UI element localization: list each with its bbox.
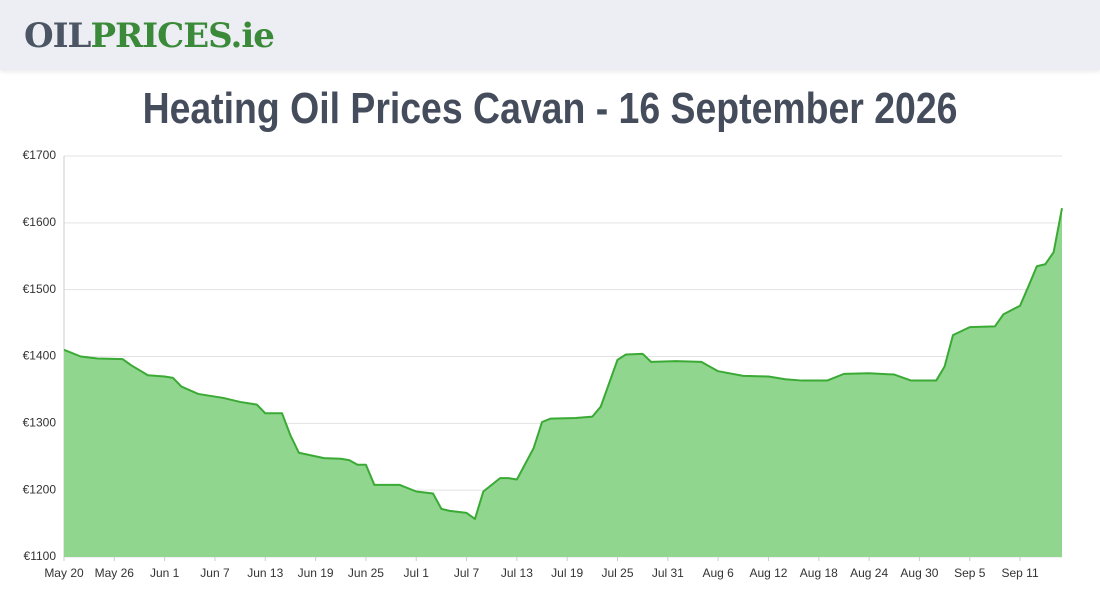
x-tick-label: Jun 1 bbox=[150, 566, 180, 580]
x-tick-label: Aug 12 bbox=[749, 566, 787, 580]
logo-text: PRICES.ie bbox=[90, 16, 274, 56]
y-tick-label: €1600 bbox=[23, 215, 57, 229]
y-tick-label: €1500 bbox=[23, 282, 57, 296]
header: OILPRICES.ie bbox=[0, 0, 1100, 70]
x-tick-label: Jul 31 bbox=[652, 566, 684, 580]
logo-text: OIL bbox=[24, 16, 91, 56]
line bbox=[63, 207, 1063, 520]
x-tick-label: Jul 19 bbox=[551, 566, 583, 580]
area bbox=[64, 208, 1062, 557]
chart-title: Heating Oil Prices Cavan - 16 September … bbox=[142, 84, 958, 133]
x-tick-label: Jul 1 bbox=[404, 566, 430, 580]
x-tick-label: Jun 19 bbox=[298, 566, 334, 580]
x-tick-label: Jun 13 bbox=[247, 566, 283, 580]
x-tick-label: Aug 30 bbox=[900, 566, 938, 580]
x-tick-label: Jul 7 bbox=[454, 566, 480, 580]
y-tick-label: €1400 bbox=[23, 349, 57, 363]
x-tick-label: May 20 bbox=[44, 566, 84, 580]
x-tick-label: Jun 7 bbox=[200, 566, 230, 580]
x-tick-label: Jul 13 bbox=[501, 566, 533, 580]
x-tick-label: Sep 11 bbox=[1001, 566, 1038, 580]
x-tick-label: Jul 25 bbox=[601, 566, 633, 580]
y-tick-label: €1200 bbox=[23, 482, 57, 496]
logo[interactable]: OILPRICES.ie bbox=[24, 16, 275, 56]
x-tick-label: Aug 6 bbox=[702, 566, 734, 580]
x-tick-label: Aug 18 bbox=[800, 566, 838, 580]
x-tick-label: Aug 24 bbox=[850, 566, 888, 580]
y-tick-label: €1100 bbox=[24, 549, 57, 563]
x-tick-label: Jun 25 bbox=[348, 566, 384, 580]
x-tick-label: Sep 5 bbox=[954, 566, 986, 580]
y-tick-label: €1300 bbox=[23, 416, 57, 430]
y-tick-label: €1700 bbox=[23, 148, 57, 162]
x-tick-label: May 26 bbox=[95, 566, 135, 580]
